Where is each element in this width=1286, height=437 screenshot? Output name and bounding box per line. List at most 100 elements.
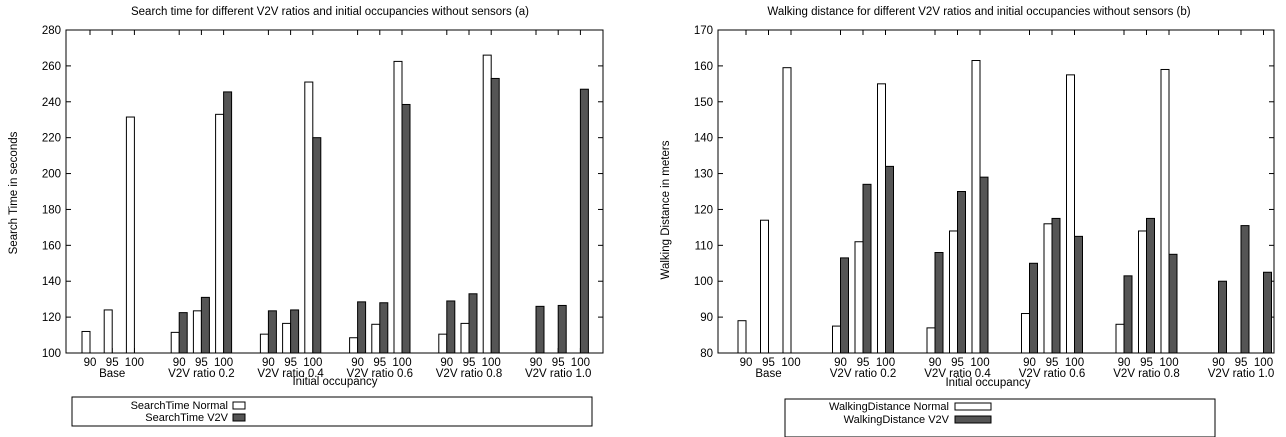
y-tick-label: 180 xyxy=(42,204,61,216)
x-tick-label: 100 xyxy=(482,357,501,369)
group-label: V2V ratio 0.2 xyxy=(830,368,896,380)
bar xyxy=(267,310,277,354)
group-label: Base xyxy=(755,368,781,380)
bar xyxy=(949,230,958,354)
x-tick-label: 90 xyxy=(440,357,453,369)
bar xyxy=(1146,217,1155,354)
y-tick-label: 170 xyxy=(694,25,713,37)
bar xyxy=(482,54,492,354)
y-tick-label: 280 xyxy=(42,25,61,37)
legend-swatch-normal xyxy=(232,401,246,410)
y-tick-label: 90 xyxy=(700,312,713,324)
bar xyxy=(103,309,113,354)
bar xyxy=(468,293,478,354)
legend-label-v2v: WalkingDistance V2V xyxy=(844,414,950,426)
legend-label-normal: SearchTime Normal xyxy=(131,400,228,412)
x-tick-label: 100 xyxy=(970,357,989,369)
bar xyxy=(877,83,886,354)
bar xyxy=(1074,235,1083,354)
group-label: V2V ratio 0.2 xyxy=(168,368,234,380)
y-tick-label: 140 xyxy=(694,133,713,145)
y-tick-label: 160 xyxy=(42,240,61,252)
legend-swatch-v2v xyxy=(232,413,246,422)
x-tick-label: 90 xyxy=(84,357,97,369)
chart-a: Search time for different V2V ratios and… xyxy=(8,6,604,427)
bar xyxy=(446,300,456,354)
bar xyxy=(1043,223,1053,354)
group-label: V2V ratio 1.0 xyxy=(1208,368,1274,380)
group-label: Base xyxy=(99,368,125,380)
x-tick-label: 100 xyxy=(1065,357,1084,369)
group-label: V2V ratio 0.4 xyxy=(257,368,324,380)
legend-label-normal: WalkingDistance Normal xyxy=(829,401,949,413)
x-tick-label: 95 xyxy=(1235,357,1248,369)
x-tick-label: 100 xyxy=(303,357,322,369)
y-tick-label: 80 xyxy=(700,348,713,360)
x-tick-label: 90 xyxy=(351,357,364,369)
bar xyxy=(490,77,500,354)
bar xyxy=(438,333,448,354)
bar xyxy=(1168,253,1178,354)
x-tick-label: 90 xyxy=(1023,357,1036,369)
group-label: V2V ratio 0.8 xyxy=(436,368,502,380)
bar xyxy=(312,137,322,354)
y-tick-label: 150 xyxy=(694,97,713,109)
bar xyxy=(862,183,872,354)
bar xyxy=(1115,323,1125,354)
group-label: V2V ratio 1.0 xyxy=(525,368,591,380)
x-tick-label: 95 xyxy=(762,357,775,369)
legend-box xyxy=(784,398,1216,437)
bar xyxy=(393,60,403,354)
chart-b-ylabel: Walking Distance in meters xyxy=(660,140,672,279)
group-label: V2V ratio 0.4 xyxy=(924,368,991,380)
chart-b-title: Walking distance for different V2V ratio… xyxy=(767,6,1190,18)
x-tick-label: 90 xyxy=(929,357,942,369)
plot-frame xyxy=(65,29,604,354)
bar xyxy=(170,331,180,354)
chart-b-legend: WalkingDistance Normal WalkingDistance V… xyxy=(784,398,1216,437)
bar xyxy=(371,323,381,354)
bar xyxy=(782,67,792,354)
legend-swatch-normal xyxy=(954,402,992,411)
x-tick-label: 100 xyxy=(781,357,800,369)
bar xyxy=(282,322,292,354)
bar xyxy=(535,305,545,354)
y-tick-label: 120 xyxy=(694,204,713,216)
x-tick-label: 90 xyxy=(740,357,753,369)
bar xyxy=(1160,68,1170,354)
bar xyxy=(1263,271,1272,354)
bar xyxy=(357,301,367,354)
group-label: V2V ratio 0.8 xyxy=(1113,368,1179,380)
bar xyxy=(259,333,269,354)
bar xyxy=(1138,230,1147,354)
bar xyxy=(1240,225,1250,354)
chart-a-legend: SearchTime Normal SearchTime V2V xyxy=(71,396,593,427)
x-tick-label: 100 xyxy=(1254,357,1273,369)
y-tick-label: 160 xyxy=(694,61,713,73)
bar xyxy=(971,60,981,354)
bar xyxy=(760,219,769,354)
x-tick-label: 95 xyxy=(463,357,476,369)
x-tick-label: 100 xyxy=(876,357,895,369)
bar xyxy=(460,322,470,354)
x-tick-label: 95 xyxy=(951,357,964,369)
x-tick-label: 90 xyxy=(1212,357,1225,369)
bar xyxy=(125,116,135,354)
legend-box xyxy=(71,396,593,427)
chart-a-title: Search time for different V2V ratios and… xyxy=(131,6,529,18)
y-tick-label: 200 xyxy=(42,169,61,181)
bar xyxy=(1066,74,1075,354)
chart-a-xlabel: Initial occupancy xyxy=(292,376,377,388)
bar xyxy=(1029,262,1038,354)
bar xyxy=(832,325,841,354)
y-tick-label: 130 xyxy=(694,169,713,181)
bar xyxy=(737,320,747,354)
bar xyxy=(215,113,225,354)
x-tick-label: 90 xyxy=(530,357,543,369)
bar xyxy=(934,252,944,354)
x-tick-label: 100 xyxy=(125,357,144,369)
legend-swatch-v2v xyxy=(954,415,992,424)
bar xyxy=(579,88,589,354)
